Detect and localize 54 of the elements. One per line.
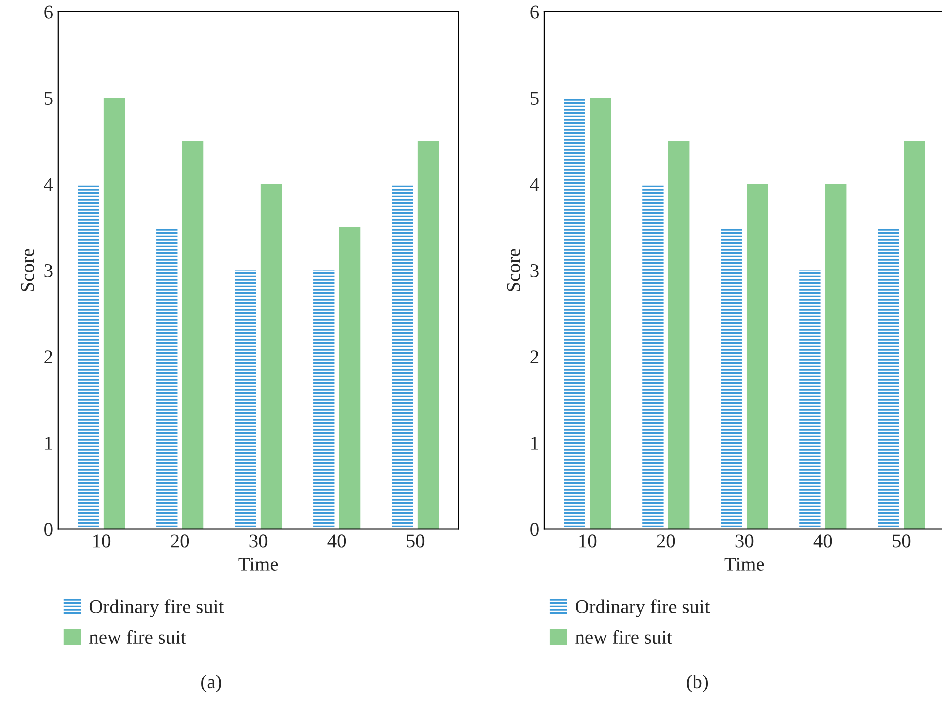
y-tick-label: 5 <box>44 92 53 106</box>
y-tick-label: 2 <box>530 350 539 364</box>
bar <box>642 184 664 530</box>
text: (a) <box>202 674 222 693</box>
bar <box>418 141 440 530</box>
x-tick-label: 50 <box>406 534 425 548</box>
y-tick-label: 2 <box>44 350 52 364</box>
y-tick-label: 6 <box>530 6 540 19</box>
bar <box>904 141 926 530</box>
y-tick-label: 4 <box>44 178 54 192</box>
y-tick-label: 3 <box>44 264 53 278</box>
legend-label: new fire suit <box>576 630 672 644</box>
bar <box>339 227 361 530</box>
bar <box>104 98 126 530</box>
x-tick-label: 40 <box>814 534 832 548</box>
bar <box>721 227 742 530</box>
y-axis-title: Score <box>21 249 34 292</box>
y-tick-label: 1 <box>532 436 538 450</box>
x-tick-label: 50 <box>893 534 911 548</box>
bar <box>747 184 768 530</box>
bar <box>78 184 100 530</box>
text: (b) <box>687 674 708 693</box>
legend-label: Ordinary fire suit <box>576 600 710 618</box>
y-tick-label: 0 <box>44 523 53 536</box>
bar <box>826 184 847 530</box>
bar <box>590 98 612 530</box>
legend-label: new fire suit <box>90 630 186 644</box>
x-tick-label: 20 <box>657 534 676 548</box>
x-tick-label: 40 <box>328 534 346 548</box>
x-tick-label: 30 <box>736 534 754 548</box>
x-tick-label: 30 <box>250 534 268 548</box>
bar <box>235 270 256 530</box>
bar <box>564 98 586 530</box>
bar <box>800 270 821 530</box>
y-axis-title: Score <box>507 249 520 292</box>
x-axis-title: Time <box>724 558 764 571</box>
bar <box>156 227 178 530</box>
bar <box>878 227 900 530</box>
y-tick-label: 1 <box>46 436 52 450</box>
legend-label: Ordinary fire suit <box>90 600 224 618</box>
y-tick-label: 6 <box>44 6 53 19</box>
x-tick-label: 10 <box>94 534 111 548</box>
x-tick-label: 20 <box>171 534 190 548</box>
bar <box>260 184 282 530</box>
bar <box>392 184 414 530</box>
bar <box>182 141 204 530</box>
y-tick-label: 5 <box>531 92 539 106</box>
y-tick-label: 0 <box>530 523 539 536</box>
x-tick-label: 10 <box>580 534 597 548</box>
y-tick-label: 4 <box>530 178 540 192</box>
bar <box>668 141 690 530</box>
x-axis-title: Time <box>238 558 278 571</box>
y-tick-label: 3 <box>530 264 539 278</box>
bar <box>314 270 335 530</box>
